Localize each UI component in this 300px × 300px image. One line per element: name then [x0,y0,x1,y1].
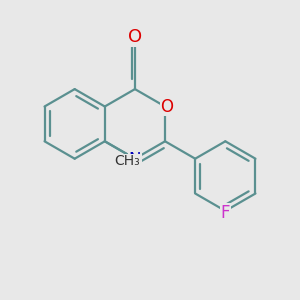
Text: O: O [128,28,142,46]
Text: CH₃: CH₃ [115,154,140,168]
Text: O: O [160,98,173,116]
Text: N: N [129,151,141,169]
Text: F: F [220,204,230,222]
